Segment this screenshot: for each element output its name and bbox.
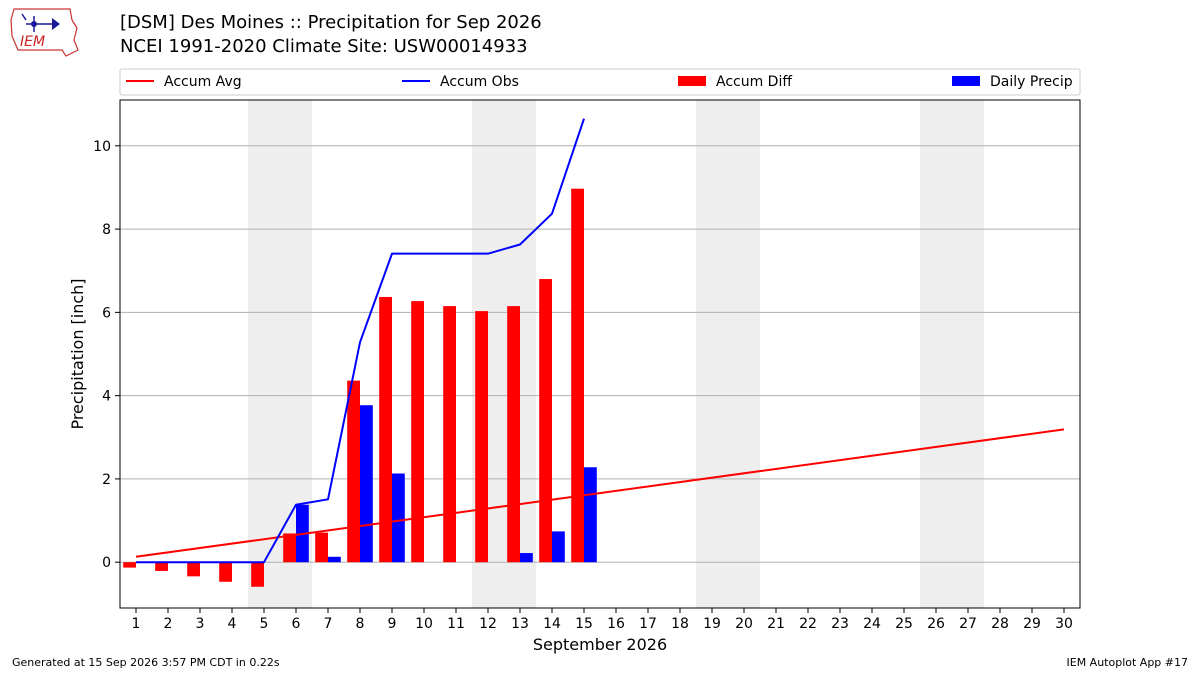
x-tick-label-27: 27	[959, 616, 977, 632]
x-tick-label-30: 30	[1055, 616, 1073, 632]
accum-diff-bar-day-9	[379, 296, 392, 563]
accum-diff-bar-day-5	[251, 562, 264, 587]
x-tick-label-14: 14	[543, 616, 561, 632]
daily-precip-bar-day-9	[392, 473, 405, 563]
x-tick-label-7: 7	[324, 616, 333, 632]
daily-precip-bar-day-8	[360, 405, 373, 563]
legend-label-accum-avg: Accum Avg	[164, 74, 242, 90]
x-tick-label-3: 3	[196, 616, 205, 632]
x-tick-label-10: 10	[415, 616, 433, 632]
x-tick-label-18: 18	[671, 616, 689, 632]
iem-logo: IEM	[10, 8, 79, 57]
chart-subtitle: NCEI 1991-2020 Climate Site: USW00014933	[120, 36, 528, 57]
daily-precip-bar-day-7	[328, 556, 341, 563]
accum-diff-bar-day-6	[283, 533, 296, 563]
weekend-band-day-27	[952, 100, 984, 608]
x-tick-label-2: 2	[164, 616, 173, 632]
x-tick-label-26: 26	[927, 616, 945, 632]
x-tick-label-19: 19	[703, 616, 721, 632]
y-tick-label-10: 10	[93, 139, 111, 155]
x-tick-label-24: 24	[863, 616, 881, 632]
legend-swatch-daily-precip	[952, 76, 980, 86]
plot-frame	[119, 99, 1081, 609]
x-tick-label-8: 8	[356, 616, 365, 632]
accum-diff-bar-day-7	[315, 532, 328, 563]
weekend-band-day-5	[248, 100, 280, 608]
y-axis-label: Precipitation [inch]	[68, 278, 87, 429]
x-tick-label-25: 25	[895, 616, 913, 632]
legend: Accum Avg Accum Obs Accum Diff Daily Pre…	[119, 68, 1081, 96]
x-tick-label-5: 5	[260, 616, 269, 632]
daily-precip-bar-day-14	[552, 531, 565, 563]
plot-area	[119, 99, 1081, 609]
app-label: IEM Autoplot App #17	[1066, 656, 1189, 669]
accum-diff-bar-day-2	[155, 562, 168, 571]
x-tick-label-22: 22	[799, 616, 817, 632]
x-tick-label-4: 4	[228, 616, 237, 632]
x-tick-label-15: 15	[575, 616, 593, 632]
daily-precip-bar-day-13	[520, 553, 533, 563]
weekend-band-day-26	[920, 100, 952, 608]
accum-diff-bar-day-3	[187, 562, 200, 577]
x-axis-label: September 2026	[533, 635, 667, 654]
x-tick-label-11: 11	[447, 616, 465, 632]
weekend-band-day-20	[728, 100, 760, 608]
legend-label-accum-obs: Accum Obs	[440, 74, 519, 90]
x-tick-label-1: 1	[132, 616, 141, 632]
x-tick-label-9: 9	[388, 616, 397, 632]
accum-diff-bar-day-1	[123, 562, 136, 568]
chart-title: [DSM] Des Moines :: Precipitation for Se…	[120, 12, 542, 33]
y-tick-label-0: 0	[102, 555, 111, 571]
x-tick-label-28: 28	[991, 616, 1009, 632]
x-tick-label-21: 21	[767, 616, 785, 632]
legend-swatch-accum-diff	[678, 76, 706, 86]
generated-timestamp: Generated at 15 Sep 2026 3:57 PM CDT in …	[12, 656, 280, 669]
x-tick-label-12: 12	[479, 616, 497, 632]
logo-text: IEM	[20, 34, 45, 50]
accum-avg-line	[135, 428, 1065, 558]
daily-precip-bar-day-15	[584, 467, 597, 563]
y-tick-label-4: 4	[102, 389, 111, 405]
weekend-band-day-19	[696, 100, 728, 608]
x-tick-label-17: 17	[639, 616, 657, 632]
y-tick-label-2: 2	[102, 472, 111, 488]
accum-obs-line	[136, 118, 585, 564]
accum-diff-bar-day-14	[539, 279, 552, 563]
x-tick-label-13: 13	[511, 616, 529, 632]
accum-diff-bar-day-10	[411, 301, 424, 563]
x-tick-label-20: 20	[735, 616, 753, 632]
x-tick-label-6: 6	[292, 616, 301, 632]
accum-diff-bar-day-13	[507, 306, 520, 563]
legend-label-accum-diff: Accum Diff	[716, 74, 792, 90]
accum-diff-bar-day-12	[475, 311, 488, 563]
y-tick-label-8: 8	[102, 222, 111, 238]
accum-diff-bar-day-15	[571, 188, 584, 563]
accum-diff-bar-day-8	[347, 380, 360, 563]
legend-label-daily-precip: Daily Precip	[990, 74, 1073, 90]
weather-station-icon	[21, 13, 60, 32]
x-tick-label-23: 23	[831, 616, 849, 632]
accum-diff-bar-day-11	[443, 306, 456, 563]
x-tick-label-29: 29	[1023, 616, 1041, 632]
accum-diff-bar-day-4	[219, 562, 232, 582]
x-tick-label-16: 16	[607, 616, 625, 632]
y-tick-label-6: 6	[102, 305, 111, 321]
